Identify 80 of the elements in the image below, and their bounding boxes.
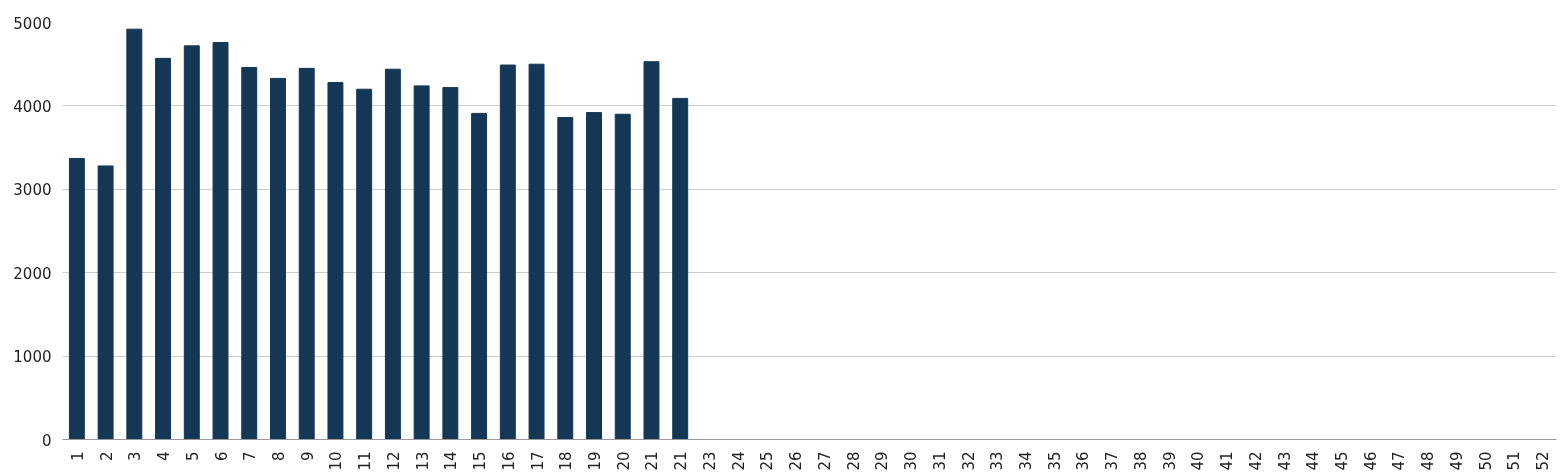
x-tick-label: 40 [1189, 451, 1208, 471]
x-tick-label: 4 [155, 451, 174, 462]
x-tick-label: 21 [672, 451, 691, 471]
x-tick-label: 30 [902, 451, 921, 471]
y-tick-label: 2000 [13, 264, 52, 283]
bar [97, 165, 114, 440]
x-tick-label: 32 [959, 451, 978, 471]
bar [471, 112, 488, 440]
x-tick-label: 49 [1447, 451, 1466, 471]
x-tick-label: 34 [1016, 451, 1035, 471]
x-tick-label: 42 [1246, 451, 1265, 471]
x-tick-label: 46 [1361, 451, 1380, 471]
bar [557, 117, 574, 440]
x-tick-label: 1 [68, 451, 87, 462]
y-tick-label: 1000 [13, 348, 52, 367]
x-tick-label: 19 [586, 451, 605, 471]
x-tick-label: 25 [758, 451, 777, 471]
x-tick-label: 45 [1333, 451, 1352, 471]
x-tick-label: 36 [1074, 451, 1093, 471]
y-tick-label: 3000 [13, 181, 52, 200]
x-tick-label: 12 [384, 451, 403, 471]
x-tick-label: 48 [1419, 451, 1438, 471]
bar [586, 112, 602, 440]
bar [672, 97, 689, 440]
x-tick-label: 52 [1534, 451, 1553, 471]
x-tick-label: 16 [499, 451, 518, 471]
bar [413, 85, 430, 440]
x-tick-label: 27 [815, 451, 834, 471]
bar [614, 113, 631, 440]
bar [155, 57, 172, 440]
x-tick-label: 31 [930, 451, 949, 471]
x-tick-label: 24 [729, 451, 748, 471]
x-tick-label: 35 [1045, 451, 1064, 471]
bar [442, 87, 459, 440]
bar [241, 67, 258, 440]
bar [499, 64, 516, 440]
y-tick-label: 0 [41, 431, 52, 450]
x-tick-label: 9 [298, 451, 317, 462]
x-tick-label: 11 [356, 451, 375, 471]
x-tick-label: 44 [1304, 451, 1323, 471]
bar [126, 28, 143, 440]
x-tick-label: 47 [1390, 451, 1409, 471]
x-tick-label: 26 [787, 451, 806, 471]
bar [643, 61, 660, 440]
x-tick-label: 21 [643, 451, 662, 471]
x-tick-label: 15 [471, 451, 490, 471]
x-tick-label: 39 [1160, 451, 1179, 471]
y-tick-label: 5000 [13, 14, 52, 33]
bar [68, 157, 85, 440]
x-tick-label: 38 [1131, 451, 1150, 471]
x-tick-label: 8 [269, 451, 288, 462]
bar [327, 82, 344, 440]
bar [384, 68, 401, 440]
x-tick-label: 14 [442, 451, 461, 471]
x-tick-label: 13 [413, 451, 432, 471]
x-tick-label: 2 [97, 451, 116, 462]
x-tick-label: 17 [528, 451, 547, 471]
bar [212, 42, 229, 440]
x-tick-label: 10 [327, 451, 346, 471]
x-tick-label: 7 [241, 451, 260, 462]
bar [528, 63, 545, 440]
x-tick-label: 6 [212, 451, 231, 462]
x-tick-label: 50 [1476, 451, 1495, 471]
x-tick-label: 41 [1218, 451, 1237, 471]
bar [298, 67, 315, 440]
x-tick-label: 37 [1103, 451, 1122, 471]
x-tick-label: 23 [700, 451, 719, 471]
bar [183, 45, 200, 440]
y-tick-label: 4000 [13, 97, 52, 116]
x-tick-label: 51 [1505, 451, 1524, 471]
x-tick-label: 28 [844, 451, 863, 471]
x-tick-label: 33 [988, 451, 1007, 471]
x-tick-label: 29 [873, 451, 892, 471]
bar [270, 77, 286, 440]
x-tick-label: 43 [1275, 451, 1294, 471]
x-tick-label: 3 [126, 451, 145, 462]
x-tick-label: 5 [183, 451, 202, 462]
x-tick-label: 20 [614, 451, 633, 471]
bar [356, 88, 373, 440]
x-tick-label: 18 [557, 451, 576, 471]
